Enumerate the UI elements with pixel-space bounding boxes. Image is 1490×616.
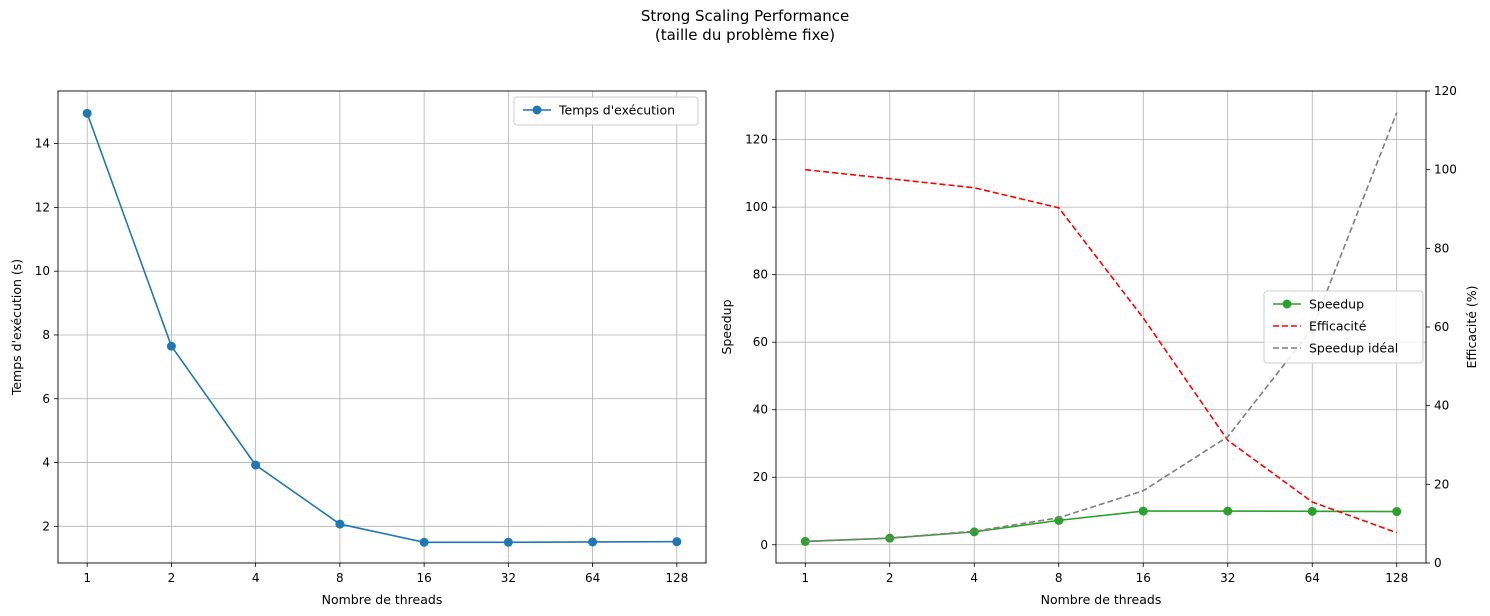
y-right-tick-label: 40	[1434, 399, 1449, 413]
y-tick-label: 6	[42, 392, 50, 406]
data-point-temps-d-ex-cution	[503, 537, 513, 547]
data-point-speedup	[1223, 506, 1233, 516]
x-tick-label: 128	[1385, 571, 1408, 585]
legend-label: Temps d'exécution	[558, 103, 675, 118]
y-tick-label: 100	[745, 200, 768, 214]
y-right-axis-label: Efficacité (%)	[1464, 285, 1479, 368]
x-tick-label: 32	[501, 571, 516, 585]
y-tick-label: 120	[745, 133, 768, 147]
data-point-temps-d-ex-cution	[672, 537, 682, 547]
y-tick-label: 40	[753, 403, 768, 417]
y-axis-label: Temps d'exécution (s)	[9, 259, 24, 396]
y-right-tick-label: 80	[1434, 241, 1449, 255]
y-tick-label: 80	[753, 268, 768, 282]
data-point-speedup	[1392, 507, 1402, 517]
x-tick-label: 8	[1055, 571, 1063, 585]
y-tick-label: 2	[42, 519, 50, 533]
data-point-temps-d-ex-cution	[419, 537, 429, 547]
data-point-speedup	[800, 536, 810, 546]
legend: Speedup Efficacité Speedup idéal	[1263, 290, 1424, 364]
figure-subtitle: (taille du problème fixe)	[654, 26, 836, 44]
y-tick-label: 0	[760, 538, 768, 552]
series-line-speedup	[805, 510, 1397, 543]
legend-label: Efficacité	[1309, 319, 1367, 334]
data-point-speedup	[1138, 506, 1148, 516]
data-point-speedup	[969, 527, 979, 537]
legend-marker	[532, 105, 542, 115]
y-tick-label: 4	[42, 456, 50, 470]
legend-label: Speedup idéal	[1309, 341, 1398, 356]
y-right-tick-label: 60	[1434, 320, 1449, 334]
x-axis-label: Nombre de threads	[322, 592, 443, 607]
chart-panel-2: 1 2 4 8 16 32 64 128 0 20 40 60 80 100 120 0 20 40 60 80 100…	[719, 84, 1479, 607]
x-axis-label: Nombre de threads	[1041, 592, 1162, 607]
x-tick-label: 4	[970, 571, 978, 585]
data-point-temps-d-ex-cution	[82, 108, 92, 118]
legend: Temps d'exécution	[513, 96, 699, 126]
plot-frame	[775, 90, 1427, 564]
y-right-tick-label: 100	[1434, 163, 1457, 177]
x-tick-label: 2	[168, 571, 176, 585]
data-point-temps-d-ex-cution	[251, 460, 261, 470]
data-point-temps-d-ex-cution	[335, 519, 345, 529]
y-right-tick-label: 0	[1434, 556, 1442, 570]
figure-title: Strong Scaling Performance	[640, 7, 850, 25]
legend-label: Speedup	[1309, 297, 1364, 312]
y-axis-label: Speedup	[719, 299, 734, 354]
y-tick-label: 8	[42, 328, 50, 342]
y-tick-label: 60	[753, 335, 768, 349]
plot-frame	[57, 90, 707, 564]
y-right-tick-label: 20	[1434, 477, 1449, 491]
x-tick-label: 2	[886, 571, 894, 585]
legend-marker	[1282, 299, 1292, 309]
x-tick-label: 16	[1136, 571, 1151, 585]
legend-box	[513, 96, 699, 126]
data-point-speedup	[1307, 506, 1317, 516]
legend-box	[1263, 290, 1424, 364]
y-tick-label: 20	[753, 470, 768, 484]
x-tick-label: 8	[336, 571, 344, 585]
y-tick-label: 12	[35, 200, 50, 214]
x-tick-label: 16	[416, 571, 431, 585]
x-tick-label: 128	[665, 571, 688, 585]
series-line-temps-d-ex-cution	[86, 113, 677, 544]
y-tick-label: 14	[35, 137, 50, 151]
y-right-tick-label: 120	[1434, 84, 1457, 98]
series-line-efficacit-	[805, 168, 1398, 534]
x-tick-label: 4	[252, 571, 260, 585]
x-tick-label: 1	[801, 571, 809, 585]
y-tick-label: 10	[35, 264, 50, 278]
data-point-temps-d-ex-cution	[588, 537, 598, 547]
x-tick-label: 64	[585, 571, 600, 585]
x-tick-label: 64	[1305, 571, 1320, 585]
x-tick-label: 32	[1220, 571, 1235, 585]
data-point-temps-d-ex-cution	[166, 341, 176, 351]
x-tick-label: 1	[83, 571, 91, 585]
